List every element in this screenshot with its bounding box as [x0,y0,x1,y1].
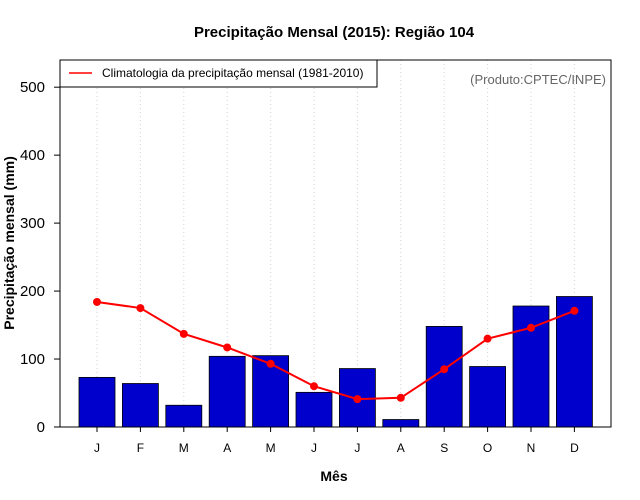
y-tick-label: 500 [20,79,45,96]
x-tick-label: M [179,441,189,455]
climatology-point [353,395,362,404]
legend: Climatologia da precipitação mensal (198… [59,59,378,88]
climatology-point [223,343,232,352]
climatology-point [93,297,101,306]
bars [78,296,593,428]
y-tick-label: 400 [20,147,45,164]
y-tick-label: 300 [20,215,45,232]
bar [382,419,420,428]
legend-entry-climatology: Climatologia da precipitação mensal (198… [102,66,363,80]
climatology-point [483,334,492,343]
climatology-point [570,306,579,315]
climatology-point [266,359,275,368]
climatology-point [179,329,188,338]
climatology-point [136,304,145,313]
x-tick-label: O [483,441,492,455]
x-tick-label: A [223,441,231,455]
bar [208,355,246,428]
x-tick-label: N [527,441,536,455]
climatology-point [310,382,318,391]
x-tick-label: D [570,441,579,455]
y-tick-label: 100 [20,351,45,368]
x-tick-label: J [354,441,360,455]
bar [78,376,116,428]
x-axis-label: Mês [320,468,347,484]
climatology-polyline [96,300,575,401]
y-axis-label: Precipitação mensal (mm) [1,156,17,330]
product-credit: (Produto:CPTEC/INPE) [470,72,606,87]
bar [469,366,507,428]
climatology-line [96,300,575,401]
chart-title: Precipitação Mensal (2015): Região 104 [194,24,475,41]
x-tick-label: J [94,441,100,455]
climatology-points [93,297,579,404]
bar [165,404,203,428]
bar [295,391,333,428]
climatology-point [527,323,535,332]
climatology-point [440,365,449,374]
y-tick-label: 0 [37,419,45,436]
x-tick-label: A [397,441,405,455]
x-tick-label: M [266,441,276,455]
x-tick-label: J [311,441,317,455]
legend-box [59,59,378,88]
climatology-point [396,393,405,402]
x-tick-label: F [137,441,144,455]
bar [122,383,159,428]
y-tick-label: 200 [20,283,45,300]
y-axis-ticks: 0 100 200 300 400 500 [20,79,60,436]
x-tick-label: S [440,441,448,455]
